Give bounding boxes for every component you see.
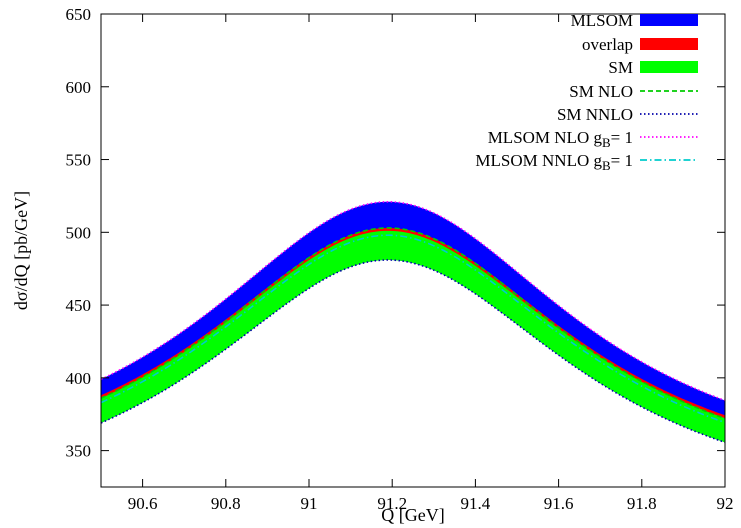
legend-label: SM NNLO [557,105,633,124]
y-tick-label: 500 [66,223,92,242]
x-tick-label: 91.6 [544,494,574,513]
x-tick-label: 90.6 [128,494,158,513]
x-tick-label: 91.2 [377,494,407,513]
y-axis-label: dσ/dQ [pb/GeV] [11,191,31,310]
y-tick-label: 550 [66,151,92,170]
legend-label: MLSOM NNLO gB= 1 [475,151,633,173]
legend-subscript: B [602,158,611,173]
x-tick-label: 91 [301,494,318,513]
legend-swatch [640,38,698,50]
legend-label: SM NLO [569,82,633,101]
x-axis-label: Q [GeV] [381,505,444,525]
y-tick-label: 400 [66,369,92,388]
x-tick-label: 92 [717,494,734,513]
plot-frame [100,13,726,488]
y-tick-label: 450 [66,296,92,315]
legend: MLSOM overlap SM SM NLO SM NNLO MLSOM NLO gB=… [475,11,698,173]
x-ticks: 90.6 90.8 91 91.2 91.4 91.6 91.8 92 [128,14,734,513]
line-sm-nlo [100,227,726,420]
legend-label: SM [608,58,633,77]
data-bands [101,201,725,443]
x-tick-label: 90.8 [211,494,241,513]
legend-label-tail: = 1 [611,151,633,170]
data-lines [100,200,726,444]
legend-label: MLSOM NLO gB= 1 [488,128,633,150]
legend-label-tail: = 1 [611,128,633,147]
y-tick-label: 650 [66,5,92,24]
y-ticks: 350 400 450 500 550 600 650 [66,5,725,461]
y-tick-label: 350 [66,442,92,461]
x-tick-label: 91.4 [461,494,491,513]
legend-label: MLSOM [571,11,633,30]
legend-swatch [640,14,698,26]
x-tick-label: 91.8 [627,494,657,513]
legend-swatch [640,61,698,73]
line-mlsom-nnlo-g-b-1 [100,234,726,424]
line-mlsom-nlo-g-b-1 [100,200,726,402]
legend-label: overlap [582,35,633,54]
band-sm [101,230,725,443]
legend-subscript: B [602,135,611,150]
y-tick-label: 600 [66,78,92,97]
